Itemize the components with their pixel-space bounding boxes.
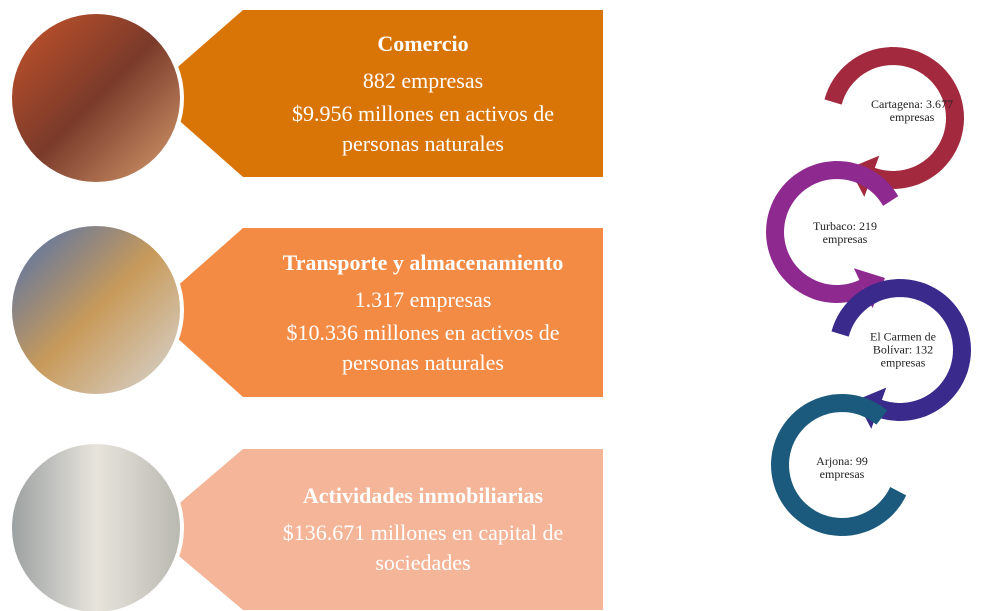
municipality-label: Cartagena: 3.677 empresas xyxy=(864,98,960,124)
sector-line: $10.336 millones en activos de personas … xyxy=(258,318,588,378)
sector-line: 882 empresas xyxy=(258,66,588,96)
sector-line: 1.317 empresas xyxy=(258,285,588,315)
sector-title: Comercio xyxy=(377,29,468,59)
sector-text: Transporte y almacenamiento 1.317 empres… xyxy=(243,228,603,397)
municipality-label: Arjona: 99 empresas xyxy=(807,455,877,481)
photo xyxy=(10,442,182,611)
sector-text: Actividades inmobiliarias $136.671 millo… xyxy=(243,449,603,610)
photo xyxy=(10,224,182,396)
sector-text: Comercio 882 empresas $9.956 millones en… xyxy=(243,10,603,177)
municipality-label: El Carmen de Bolívar: 132 empresas xyxy=(863,331,943,370)
sector-title: Actividades inmobiliarias xyxy=(303,481,543,511)
sector-line: $9.956 millones en activos de personas n… xyxy=(258,99,588,159)
sector-line: $136.671 millones en capital de sociedad… xyxy=(258,518,588,578)
infographic: Comercio 882 empresas $9.956 millones en… xyxy=(0,0,994,611)
sector-title: Transporte y almacenamiento xyxy=(283,248,564,278)
photo xyxy=(10,12,182,184)
municipality-label: Turbaco: 219 empresas xyxy=(810,220,880,246)
